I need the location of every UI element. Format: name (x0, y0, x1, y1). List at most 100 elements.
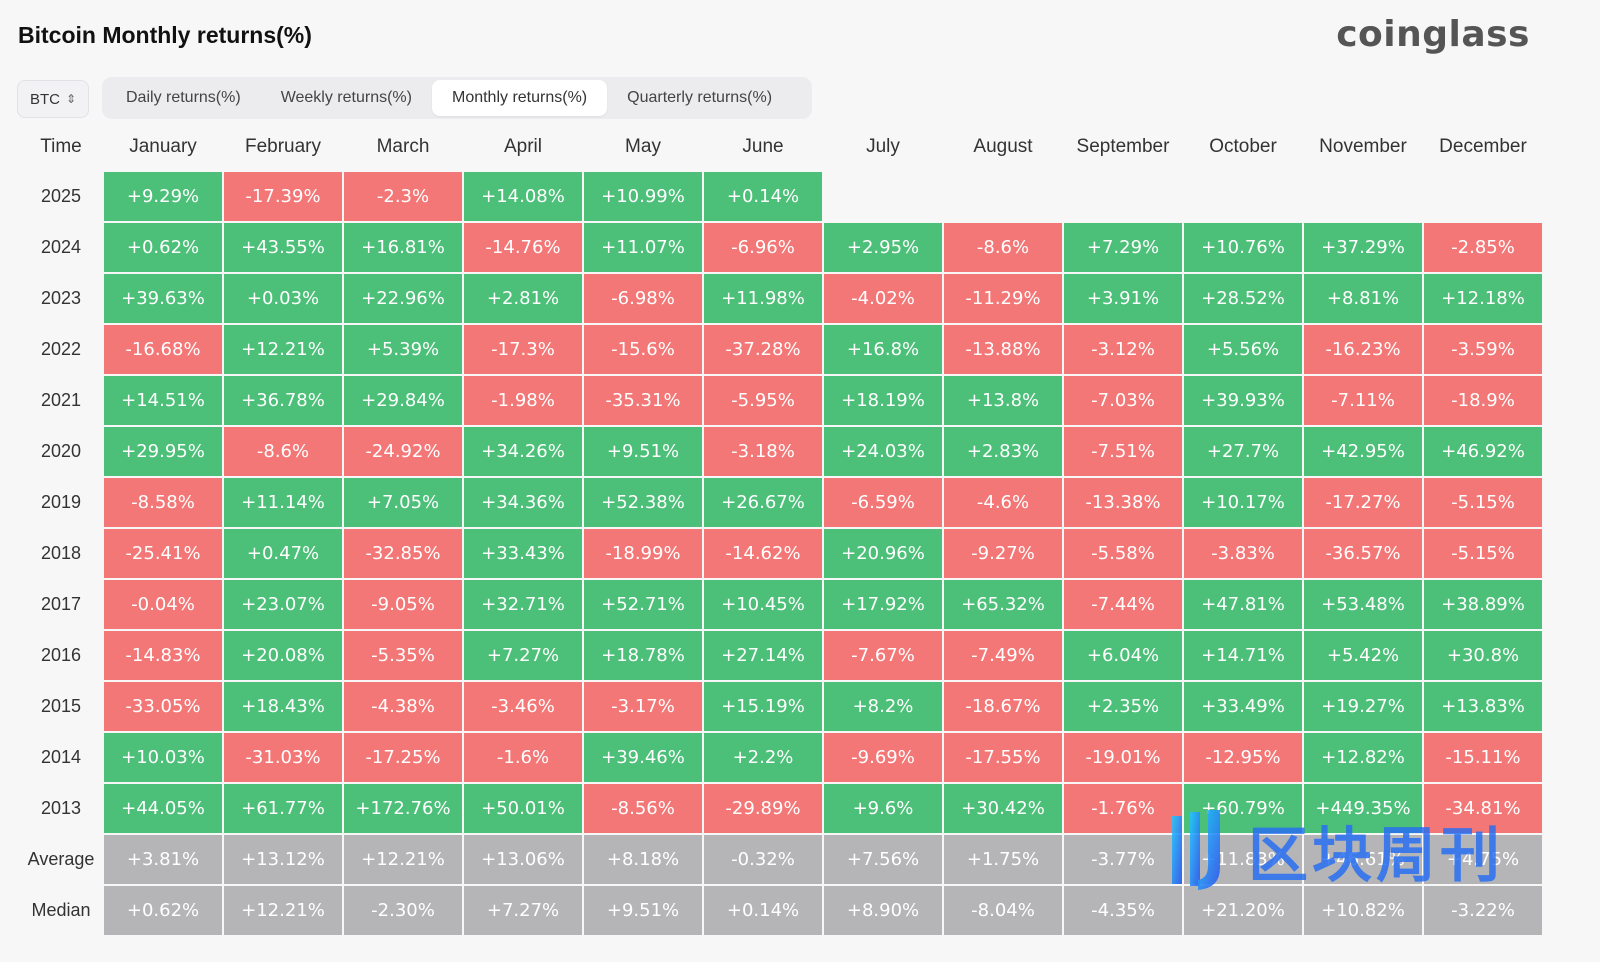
return-cell[interactable]: -17.3% (464, 325, 582, 374)
stat-cell[interactable]: -0.32% (704, 835, 822, 884)
return-cell[interactable]: +2.35% (1064, 682, 1182, 731)
return-cell[interactable]: -5.95% (704, 376, 822, 425)
return-cell[interactable]: -6.98% (584, 274, 702, 323)
return-cell[interactable]: +6.04% (1064, 631, 1182, 680)
stat-cell[interactable]: +7.56% (824, 835, 942, 884)
return-cell[interactable]: +39.63% (104, 274, 222, 323)
return-cell[interactable]: -7.44% (1064, 580, 1182, 629)
return-cell[interactable]: +36.78% (224, 376, 342, 425)
return-cell[interactable]: +38.89% (1424, 580, 1542, 629)
return-cell[interactable]: +10.76% (1184, 223, 1302, 272)
return-cell[interactable]: +3.91% (1064, 274, 1182, 323)
return-cell[interactable]: -7.51% (1064, 427, 1182, 476)
return-cell[interactable]: -1.98% (464, 376, 582, 425)
return-cell[interactable]: +9.29% (104, 172, 222, 221)
return-cell[interactable]: -9.05% (344, 580, 462, 629)
return-cell[interactable]: -16.68% (104, 325, 222, 374)
return-cell[interactable]: -2.85% (1424, 223, 1542, 272)
return-cell[interactable]: +13.8% (944, 376, 1062, 425)
return-cell[interactable]: -15.6% (584, 325, 702, 374)
return-cell[interactable]: +10.45% (704, 580, 822, 629)
return-cell[interactable]: -14.76% (464, 223, 582, 272)
return-cell[interactable]: +7.05% (344, 478, 462, 527)
return-cell[interactable]: +2.2% (704, 733, 822, 782)
return-cell[interactable]: -3.59% (1424, 325, 1542, 374)
return-cell[interactable]: -6.96% (704, 223, 822, 272)
return-cell[interactable]: +9.6% (824, 784, 942, 833)
return-cell[interactable]: +33.43% (464, 529, 582, 578)
return-cell[interactable]: -14.83% (104, 631, 222, 680)
return-cell[interactable]: -5.35% (344, 631, 462, 680)
return-cell[interactable]: +2.95% (824, 223, 942, 272)
return-cell[interactable]: +5.42% (1304, 631, 1422, 680)
return-cell[interactable]: +12.18% (1424, 274, 1542, 323)
return-cell[interactable]: -14.62% (704, 529, 822, 578)
return-cell[interactable]: -8.56% (584, 784, 702, 833)
return-cell[interactable]: +19.27% (1304, 682, 1422, 731)
return-cell[interactable]: -4.6% (944, 478, 1062, 527)
return-cell[interactable]: +23.07% (224, 580, 342, 629)
return-cell[interactable]: -3.83% (1184, 529, 1302, 578)
return-cell[interactable]: +11.07% (584, 223, 702, 272)
stat-cell[interactable]: +13.06% (464, 835, 582, 884)
return-cell[interactable]: -17.25% (344, 733, 462, 782)
return-cell[interactable]: -1.76% (1064, 784, 1182, 833)
return-cell[interactable]: +47.81% (1184, 580, 1302, 629)
return-cell[interactable]: -17.55% (944, 733, 1062, 782)
return-cell[interactable]: +0.03% (224, 274, 342, 323)
return-cell[interactable]: +8.81% (1304, 274, 1422, 323)
return-cell[interactable]: +44.05% (104, 784, 222, 833)
return-cell[interactable]: +39.93% (1184, 376, 1302, 425)
return-cell[interactable]: -8.58% (104, 478, 222, 527)
stat-cell[interactable]: +0.62% (104, 886, 222, 935)
return-cell[interactable]: +34.36% (464, 478, 582, 527)
return-cell[interactable]: +43.55% (224, 223, 342, 272)
return-cell[interactable]: +11.14% (224, 478, 342, 527)
return-cell[interactable]: +13.83% (1424, 682, 1542, 731)
return-cell[interactable]: -25.41% (104, 529, 222, 578)
return-cell[interactable]: -29.89% (704, 784, 822, 833)
return-cell[interactable]: +20.08% (224, 631, 342, 680)
stat-cell[interactable]: +9.51% (584, 886, 702, 935)
return-cell[interactable]: -32.85% (344, 529, 462, 578)
return-cell[interactable]: -5.15% (1424, 529, 1542, 578)
return-cell[interactable]: +60.79% (1184, 784, 1302, 833)
return-cell[interactable]: -4.38% (344, 682, 462, 731)
return-cell[interactable]: +0.14% (704, 172, 822, 221)
return-cell[interactable]: -18.9% (1424, 376, 1542, 425)
stat-cell[interactable]: +12.21% (224, 886, 342, 935)
return-cell[interactable]: +12.82% (1304, 733, 1422, 782)
return-cell[interactable]: -37.28% (704, 325, 822, 374)
return-cell[interactable]: +27.7% (1184, 427, 1302, 476)
return-cell[interactable]: -7.11% (1304, 376, 1422, 425)
return-cell[interactable]: +14.71% (1184, 631, 1302, 680)
return-cell[interactable]: +24.03% (824, 427, 942, 476)
return-cell[interactable]: -2.3% (344, 172, 462, 221)
return-cell[interactable]: +172.76% (344, 784, 462, 833)
return-cell[interactable]: +26.67% (704, 478, 822, 527)
return-cell[interactable]: +14.08% (464, 172, 582, 221)
return-cell[interactable]: +32.71% (464, 580, 582, 629)
return-cell[interactable]: -6.59% (824, 478, 942, 527)
tab-weekly-returns[interactable]: Weekly returns(%) (280, 89, 412, 106)
return-cell[interactable]: -33.05% (104, 682, 222, 731)
return-cell[interactable]: -13.88% (944, 325, 1062, 374)
return-cell[interactable]: +0.62% (104, 223, 222, 272)
return-cell[interactable]: +9.51% (584, 427, 702, 476)
stat-cell[interactable]: +8.90% (824, 886, 942, 935)
return-cell[interactable]: +20.96% (824, 529, 942, 578)
return-cell[interactable]: +39.46% (584, 733, 702, 782)
return-cell[interactable]: +29.95% (104, 427, 222, 476)
stat-cell[interactable]: +21.20% (1184, 886, 1302, 935)
return-cell[interactable]: -17.39% (224, 172, 342, 221)
return-cell[interactable]: +15.19% (704, 682, 822, 731)
stat-cell[interactable]: -4.35% (1064, 886, 1182, 935)
return-cell[interactable]: -15.11% (1424, 733, 1542, 782)
return-cell[interactable]: +0.47% (224, 529, 342, 578)
return-cell[interactable]: +18.43% (224, 682, 342, 731)
return-cell[interactable]: +52.71% (584, 580, 702, 629)
return-cell[interactable]: -36.57% (1304, 529, 1422, 578)
return-cell[interactable]: +18.78% (584, 631, 702, 680)
return-cell[interactable]: +2.83% (944, 427, 1062, 476)
return-cell[interactable]: -0.04% (104, 580, 222, 629)
